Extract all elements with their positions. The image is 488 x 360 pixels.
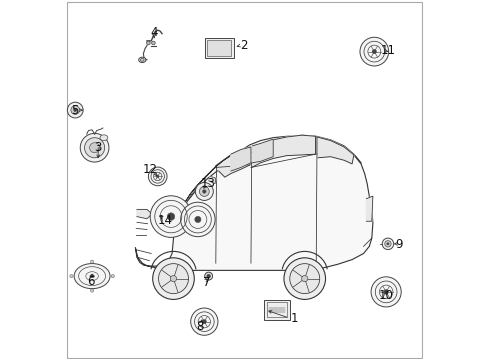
FancyBboxPatch shape (204, 38, 233, 58)
Polygon shape (137, 210, 152, 219)
Circle shape (158, 264, 188, 294)
Text: 5: 5 (71, 104, 79, 117)
Polygon shape (135, 136, 372, 270)
Circle shape (167, 213, 174, 220)
Polygon shape (366, 196, 372, 221)
Text: 12: 12 (143, 163, 158, 176)
Circle shape (190, 308, 218, 335)
Text: 4: 4 (150, 27, 158, 40)
Circle shape (289, 264, 319, 294)
Circle shape (70, 274, 73, 278)
Text: 11: 11 (380, 44, 395, 57)
Circle shape (90, 289, 94, 292)
Circle shape (284, 258, 325, 300)
Circle shape (370, 277, 400, 307)
Polygon shape (250, 135, 315, 167)
Polygon shape (252, 139, 273, 163)
Polygon shape (175, 156, 230, 227)
Circle shape (146, 41, 150, 45)
Ellipse shape (100, 135, 108, 140)
Circle shape (111, 274, 114, 278)
Text: 7: 7 (203, 276, 210, 289)
Ellipse shape (74, 264, 110, 289)
Circle shape (386, 243, 388, 245)
Circle shape (67, 102, 83, 118)
Ellipse shape (140, 58, 144, 61)
Polygon shape (230, 147, 250, 171)
Circle shape (80, 134, 109, 162)
Circle shape (371, 49, 376, 54)
Text: 9: 9 (394, 238, 402, 251)
Circle shape (84, 138, 104, 158)
Circle shape (383, 290, 387, 294)
Polygon shape (316, 137, 353, 164)
Circle shape (151, 41, 155, 45)
Circle shape (170, 275, 176, 282)
Circle shape (382, 238, 393, 249)
Circle shape (202, 320, 206, 324)
Circle shape (194, 216, 201, 222)
Text: 3: 3 (94, 141, 102, 154)
Circle shape (202, 190, 206, 193)
Polygon shape (215, 147, 249, 177)
Circle shape (71, 106, 80, 114)
Circle shape (150, 196, 191, 237)
Text: 8: 8 (196, 320, 203, 333)
Ellipse shape (139, 57, 145, 63)
Circle shape (180, 202, 215, 237)
Circle shape (152, 258, 194, 300)
Text: 10: 10 (378, 289, 393, 302)
Circle shape (359, 37, 388, 66)
Text: 13: 13 (200, 177, 215, 190)
Circle shape (148, 167, 167, 186)
Circle shape (199, 186, 209, 197)
Polygon shape (208, 176, 215, 184)
FancyBboxPatch shape (264, 300, 289, 320)
Circle shape (89, 143, 100, 153)
Circle shape (74, 108, 77, 112)
Ellipse shape (90, 275, 94, 278)
Circle shape (301, 275, 307, 282)
Text: 6: 6 (87, 275, 95, 288)
Text: 2: 2 (240, 39, 247, 52)
Circle shape (156, 175, 159, 178)
Text: 14: 14 (158, 214, 173, 227)
Text: 1: 1 (290, 311, 297, 325)
Circle shape (384, 241, 390, 247)
Circle shape (206, 274, 210, 278)
FancyBboxPatch shape (207, 40, 231, 57)
Circle shape (90, 260, 94, 263)
Circle shape (195, 183, 213, 201)
Circle shape (204, 272, 212, 280)
